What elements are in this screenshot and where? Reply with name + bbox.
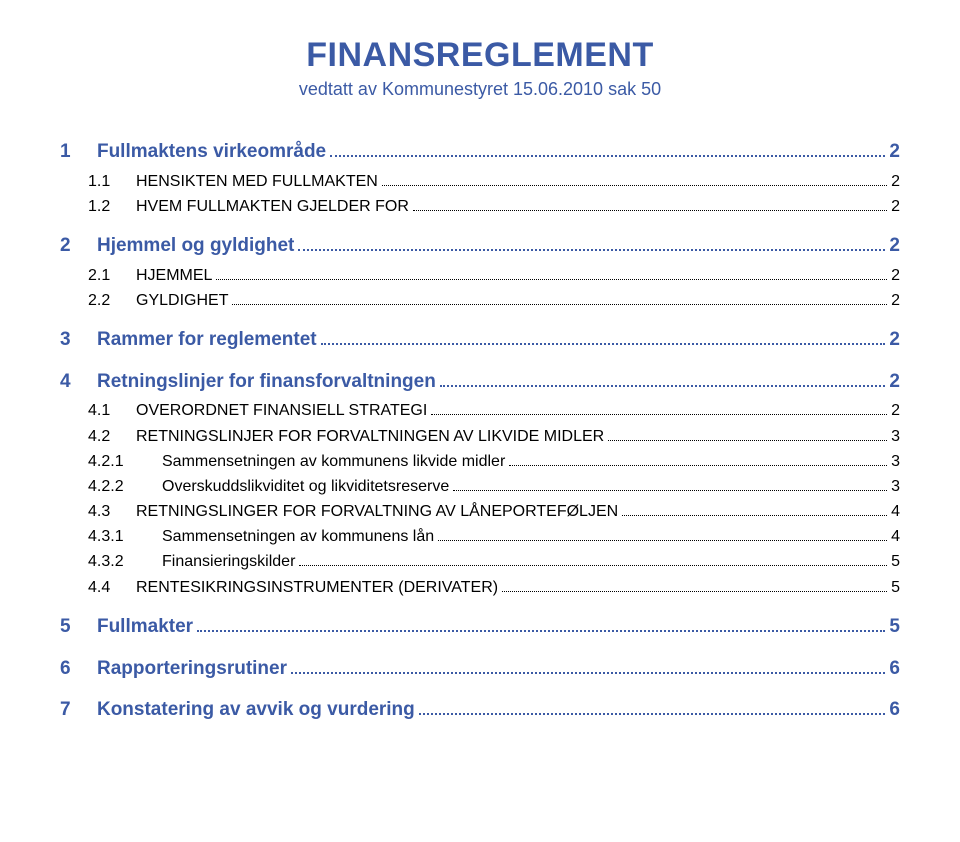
- toc-entry: 6 Rapporteringsrutiner6: [60, 654, 900, 682]
- toc-entry-label: Rammer for reglementet: [97, 326, 317, 354]
- toc-entry-page: 2: [889, 326, 900, 354]
- toc-entry: 4.2.2 Overskuddslikviditet og likviditet…: [60, 475, 900, 498]
- toc-leader-dots: [502, 576, 887, 591]
- toc-entry-label: HVEM FULLMAKTEN GJELDER FOR: [136, 195, 409, 218]
- document-page: FINANSREGLEMENT vedtatt av Kommunestyret…: [0, 0, 960, 748]
- toc-entry-page: 2: [889, 232, 900, 260]
- toc-leader-dots: [321, 326, 886, 345]
- toc-entry-label: Finansieringskilder: [162, 550, 295, 573]
- toc-entry-page: 5: [891, 576, 900, 599]
- toc-entry: 2.2 GYLDIGHET 2: [60, 289, 900, 312]
- toc-entry-label: Konstatering av avvik og vurdering: [97, 696, 415, 724]
- toc-leader-dots: [419, 696, 886, 715]
- toc-entry-number: 1: [60, 138, 97, 166]
- toc-entry-label: Retningslinjer for finansforvaltningen: [97, 368, 436, 396]
- toc-leader-dots: [291, 654, 885, 673]
- toc-entry: 7 Konstatering av avvik og vurdering 6: [60, 696, 900, 724]
- toc-entry-number: 2.1: [88, 264, 136, 287]
- toc-entry: 4.3 RETNINGSLINGER FOR FORVALTNING AV LÅ…: [60, 500, 900, 523]
- toc-entry-page: 3: [891, 425, 900, 448]
- toc-entry-page: 3: [891, 450, 900, 473]
- toc-entry: 2 Hjemmel og gyldighet2: [60, 232, 900, 260]
- toc-entry-number: 5: [60, 613, 97, 641]
- toc-entry-page: 4: [891, 500, 900, 523]
- toc-entry: 1.2 HVEM FULLMAKTEN GJELDER FOR 2: [60, 195, 900, 218]
- toc-entry: 4.4 RENTESIKRINGSINSTRUMENTER (DERIVATER…: [60, 576, 900, 599]
- toc-leader-dots: [413, 195, 887, 210]
- toc-entry-number: 4.3.2: [88, 550, 162, 573]
- toc-leader-dots: [298, 232, 885, 251]
- toc-entry-page: 3: [891, 475, 900, 498]
- toc-entry-number: 4.3: [88, 500, 136, 523]
- toc-entry: 1.1 HENSIKTEN MED FULLMAKTEN 2: [60, 170, 900, 193]
- toc-entry-number: 6: [60, 655, 97, 683]
- toc-entry: 4.2 RETNINGSLINJER FOR FORVALTNINGEN AV …: [60, 425, 900, 448]
- toc-leader-dots: [216, 264, 887, 279]
- toc-entry-page: 6: [889, 696, 900, 724]
- toc-entry-number: 1.2: [88, 195, 136, 218]
- toc-entry-page: 6: [889, 655, 900, 683]
- toc-entry-number: 1.1: [88, 170, 136, 193]
- toc-entry: 5 Fullmakter5: [60, 613, 900, 641]
- toc-entry-label: Fullmakter: [97, 613, 193, 641]
- toc-leader-dots: [438, 526, 887, 541]
- toc-entry: 4.3.2 Finansieringskilder 5: [60, 550, 900, 573]
- toc-entry-number: 3: [60, 326, 97, 354]
- toc-entry-number: 2.2: [88, 289, 136, 312]
- toc-leader-dots: [197, 613, 885, 632]
- toc-entry-label: Overskuddslikviditet og likviditetsreser…: [162, 475, 449, 498]
- toc-entry-page: 2: [891, 289, 900, 312]
- table-of-contents: 1 Fullmaktens virkeområde21.1 HENSIKTEN …: [60, 138, 900, 724]
- toc-entry: 4 Retningslinjer for finansforvaltningen…: [60, 368, 900, 396]
- toc-leader-dots: [299, 551, 887, 566]
- toc-entry-page: 2: [891, 195, 900, 218]
- toc-entry-page: 2: [889, 138, 900, 166]
- toc-entry-page: 2: [891, 170, 900, 193]
- toc-entry: 4.3.1 Sammensetningen av kommunens lån 4: [60, 525, 900, 548]
- toc-leader-dots: [509, 450, 887, 465]
- toc-entry-label: OVERORDNET FINANSIELL STRATEGI: [136, 399, 427, 422]
- toc-entry-label: Rapporteringsrutiner: [97, 655, 287, 683]
- toc-leader-dots: [330, 138, 885, 157]
- toc-entry-number: 4.2.2: [88, 475, 162, 498]
- toc-entry: 4.1 OVERORDNET FINANSIELL STRATEGI 2: [60, 399, 900, 422]
- toc-entry-page: 2: [891, 264, 900, 287]
- toc-entry-label: HENSIKTEN MED FULLMAKTEN: [136, 170, 378, 193]
- toc-entry-page: 2: [891, 399, 900, 422]
- toc-leader-dots: [440, 368, 886, 387]
- toc-entry-label: GYLDIGHET: [136, 289, 228, 312]
- toc-entry-label: RENTESIKRINGSINSTRUMENTER (DERIVATER): [136, 576, 498, 599]
- toc-entry: 4.2.1 Sammensetningen av kommunens likvi…: [60, 450, 900, 473]
- toc-entry-number: 4: [60, 368, 97, 396]
- toc-entry-page: 5: [889, 613, 900, 641]
- toc-leader-dots: [453, 475, 887, 490]
- toc-entry-number: 2: [60, 232, 97, 260]
- toc-entry-page: 2: [889, 368, 900, 396]
- toc-entry-number: 4.2.1: [88, 450, 162, 473]
- toc-entry-label: RETNINGSLINJER FOR FORVALTNINGEN AV LIKV…: [136, 425, 604, 448]
- toc-entry-page: 5: [891, 550, 900, 573]
- toc-leader-dots: [622, 501, 887, 516]
- toc-entry-number: 7: [60, 696, 97, 724]
- toc-entry-label: Fullmaktens virkeområde: [97, 138, 326, 166]
- toc-entry-label: Sammensetningen av kommunens likvide mid…: [162, 450, 505, 473]
- toc-entry: 3 Rammer for reglementet 2: [60, 326, 900, 354]
- toc-leader-dots: [382, 170, 887, 185]
- toc-entry-page: 4: [891, 525, 900, 548]
- toc-entry-label: RETNINGSLINGER FOR FORVALTNING AV LÅNEPO…: [136, 500, 618, 523]
- toc-entry: 1 Fullmaktens virkeområde 2: [60, 138, 900, 166]
- toc-leader-dots: [431, 400, 887, 415]
- document-subtitle: vedtatt av Kommunestyret 15.06.2010 sak …: [60, 79, 900, 100]
- toc-leader-dots: [232, 289, 887, 304]
- toc-entry-number: 4.3.1: [88, 525, 162, 548]
- toc-entry-label: Sammensetningen av kommunens lån: [162, 525, 434, 548]
- toc-entry-label: HJEMMEL: [136, 264, 212, 287]
- toc-entry: 2.1 HJEMMEL 2: [60, 264, 900, 287]
- toc-entry-number: 4.2: [88, 425, 136, 448]
- toc-entry-number: 4.1: [88, 399, 136, 422]
- toc-entry-number: 4.4: [88, 576, 136, 599]
- toc-leader-dots: [608, 425, 887, 440]
- document-title: FINANSREGLEMENT: [60, 36, 900, 75]
- toc-entry-label: Hjemmel og gyldighet: [97, 232, 294, 260]
